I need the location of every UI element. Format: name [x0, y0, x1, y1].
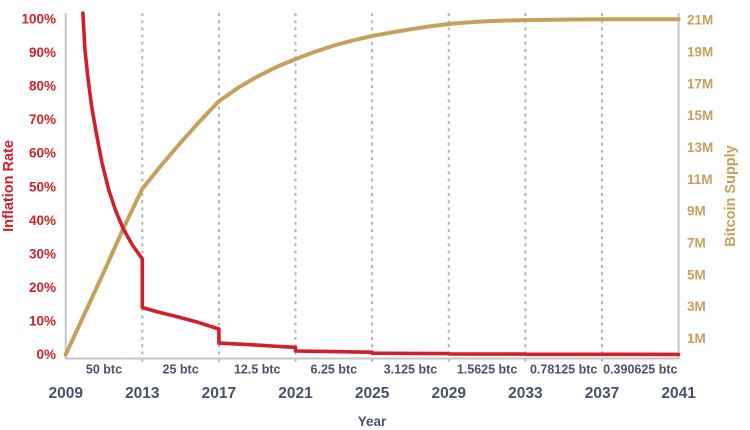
reward-label-3: 12.5 btc: [234, 363, 281, 377]
reward-label-4: 6.25 btc: [311, 363, 358, 377]
right-tick-9M: 9M: [687, 204, 706, 219]
right-tick-7M: 7M: [687, 236, 706, 251]
year-tick-2033: 2033: [508, 385, 543, 402]
reward-label-1: 50 btc: [86, 363, 122, 377]
reward-label-6: 1.5625 btc: [457, 363, 518, 377]
year-tick-2021: 2021: [278, 385, 313, 402]
left-tick-80%: 80%: [29, 79, 56, 94]
series-inflation-rate: [81, 11, 681, 357]
year-tick-2017: 2017: [202, 385, 236, 402]
right-tick-3M: 3M: [687, 299, 706, 314]
right-tick-5M: 5M: [687, 267, 706, 282]
left-tick-10%: 10%: [29, 313, 56, 328]
year-tick-2029: 2029: [432, 385, 467, 402]
left-tick-50%: 50%: [29, 179, 56, 194]
left-tick-0%: 0%: [36, 347, 56, 362]
reward-label-8: 0.390625 btc: [603, 363, 677, 377]
left-tick-30%: 30%: [29, 246, 56, 261]
right-tick-15M: 15M: [687, 108, 713, 123]
left-tick-70%: 70%: [29, 112, 56, 127]
reward-label-7: 0.78125 btc: [530, 363, 597, 377]
x-axis-title: Year: [358, 414, 387, 429]
left-axis-title: Inflation Rate: [1, 140, 17, 232]
year-tick-2025: 2025: [355, 385, 390, 402]
year-tick-2009: 2009: [48, 385, 83, 402]
left-tick-60%: 60%: [29, 146, 56, 161]
left-tick-100%: 100%: [21, 12, 56, 27]
year-tick-2037: 2037: [585, 385, 619, 402]
right-tick-1M: 1M: [687, 331, 706, 346]
right-axis-title: Bitcoin Supply: [723, 145, 739, 247]
reward-label-5: 3.125 btc: [384, 363, 438, 377]
right-tick-13M: 13M: [687, 140, 713, 155]
left-tick-40%: 40%: [29, 213, 56, 228]
reward-label-2: 25 btc: [163, 363, 199, 377]
left-tick-20%: 20%: [29, 280, 56, 295]
chart-layers: 100% 90% 80% 70% 60% 50% 40% 30% 20% 10% 0% 21M 19M 1…: [21, 11, 713, 402]
year-tick-2013: 2013: [125, 385, 160, 402]
year-tick-2041: 2041: [661, 385, 696, 402]
right-tick-17M: 17M: [687, 76, 713, 91]
series-bitcoin-supply: [63, 17, 681, 357]
right-tick-21M: 21M: [687, 13, 713, 28]
right-tick-19M: 19M: [687, 44, 713, 59]
left-tick-90%: 90%: [29, 45, 56, 60]
right-tick-11M: 11M: [687, 172, 713, 187]
